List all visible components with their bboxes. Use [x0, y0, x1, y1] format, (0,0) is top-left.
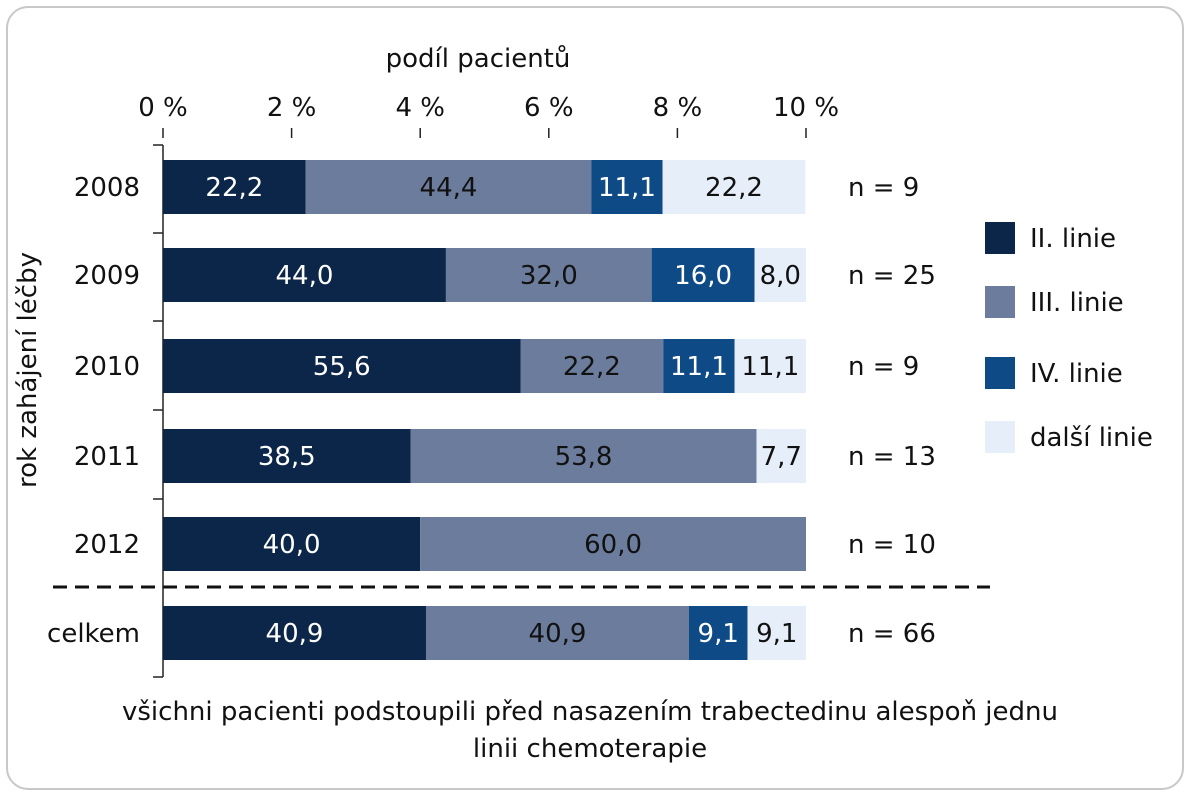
legend-swatch [985, 286, 1015, 318]
n-label: n = 9 [848, 352, 919, 382]
category-label: 2008 [74, 173, 140, 203]
bar-data-label: 40,9 [529, 619, 587, 649]
n-label: n = 10 [848, 530, 936, 560]
bar-segment [734, 339, 806, 393]
x-axis-title: podíl pacientů [386, 44, 571, 74]
bar-data-label: 44,4 [420, 173, 478, 203]
x-axis-ticks: 0 % 2 % 4 % 6 % 8 % 10 % [138, 93, 839, 138]
bar-data-label: 40,9 [266, 619, 324, 649]
bar-segment [445, 248, 652, 302]
bar-segment [163, 160, 306, 214]
x-tick-label: 0 % [138, 93, 188, 123]
x-tick-label: 6 % [524, 93, 574, 123]
category-label: 2011 [74, 442, 140, 472]
bar-segment [163, 429, 411, 483]
bar-segment [591, 160, 663, 214]
category-label: 2010 [74, 352, 140, 382]
footnote-line-2: linii chemoterapie [473, 734, 707, 764]
bar-segment [754, 248, 806, 302]
category-label: 2009 [74, 261, 140, 291]
legend-swatch [985, 421, 1015, 453]
bar-segment [420, 517, 806, 571]
bar-segment [747, 606, 806, 660]
bar-segment [163, 248, 446, 302]
x-tick-label: 4 % [395, 93, 445, 123]
legend: II. linie III. linie IV. linie další linie [985, 222, 1153, 453]
bar-data-label: 22,2 [563, 352, 621, 382]
y-axis-title: rok zahájení léčby [13, 252, 43, 488]
legend-label: III. linie [1030, 288, 1124, 318]
x-tick-label: 2 % [267, 93, 317, 123]
bar-segment [651, 248, 755, 302]
bar-segment [305, 160, 592, 214]
bar-data-label: 7,7 [761, 442, 802, 472]
bar-data-label: 55,6 [313, 352, 371, 382]
bar-data-label: 53,8 [555, 442, 613, 472]
legend-label: další linie [1030, 423, 1153, 453]
legend-swatch [985, 357, 1015, 389]
category-label: celkem [47, 619, 140, 649]
legend-swatch [985, 222, 1015, 254]
n-label: n = 13 [848, 442, 936, 472]
category-label: 2012 [74, 530, 140, 560]
legend-label: II. linie [1030, 224, 1116, 254]
bar-data-label: 16,0 [674, 261, 732, 291]
legend-label: IV. linie [1030, 359, 1123, 389]
bar-segment [163, 517, 421, 571]
n-labels: n = 9 n = 25 n = 9 n = 13 n = 10 n = 66 [848, 173, 936, 649]
bar-data-label: 11,1 [670, 352, 728, 382]
n-label: n = 25 [848, 261, 936, 291]
x-tick-label: 10 % [773, 93, 839, 123]
bar-data-label: 38,5 [258, 442, 316, 472]
footnote-line-1: všichni pacienti podstoupili před nasaze… [122, 697, 1058, 727]
bar-data-label: 32,0 [520, 261, 578, 291]
n-label: n = 66 [848, 619, 936, 649]
n-label: n = 9 [848, 173, 919, 203]
bar-data-label: 60,0 [584, 530, 642, 560]
bar-segment [425, 606, 689, 660]
bars: 22,2 44,4 11,1 22,2 44,0 32,0 16,0 8,0 55,6 22,2 1… [163, 160, 806, 660]
bar-data-label: 9,1 [698, 619, 739, 649]
bar-segment [163, 606, 426, 660]
bar-segment [163, 339, 521, 393]
bar-data-label: 22,2 [705, 173, 763, 203]
bar-data-label: 8,0 [760, 261, 801, 291]
bar-segment [410, 429, 757, 483]
bar-data-label: 44,0 [276, 261, 334, 291]
y-axis-ticks: 2008 2009 2010 2011 2012 celkem [47, 144, 163, 678]
bar-data-label: 9,1 [756, 619, 797, 649]
bar-segment [662, 160, 806, 214]
x-tick-label: 8 % [653, 93, 703, 123]
bar-segment [663, 339, 735, 393]
bar-segment [688, 606, 748, 660]
bar-data-label: 11,1 [598, 173, 656, 203]
bar-data-label: 22,2 [205, 173, 263, 203]
bar-data-label: 40,0 [263, 530, 321, 560]
bar-segment [756, 429, 806, 483]
bar-segment [520, 339, 664, 393]
bar-data-label: 11,1 [741, 352, 799, 382]
